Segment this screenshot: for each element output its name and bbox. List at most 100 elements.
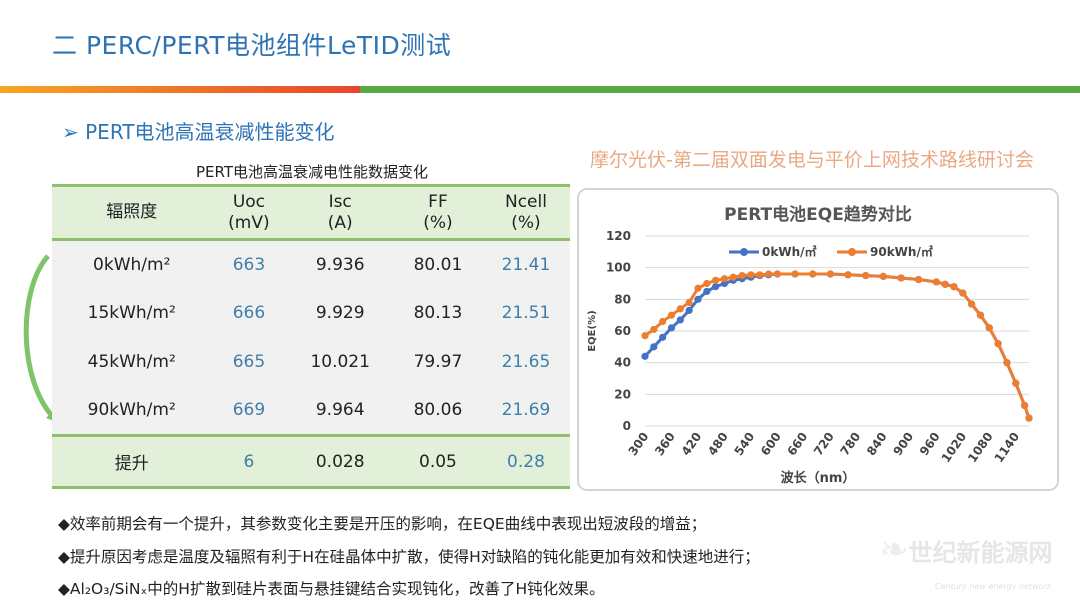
data-point xyxy=(756,271,764,279)
table-cell: 669 xyxy=(211,386,287,436)
table-cell: 0.028 xyxy=(286,434,394,489)
logo: ❧世纪新能源网 xyxy=(880,530,1053,570)
legend-marker xyxy=(848,248,856,256)
data-point xyxy=(694,284,702,292)
data-point xyxy=(764,270,773,278)
table-cell: 21.65 xyxy=(481,337,570,387)
x-tick-label: 900 xyxy=(890,430,916,459)
table-cell: 80.06 xyxy=(393,386,482,436)
bullet-text: 效率前期会有一个提升，其参数变化主要是开压的影响，在EQE曲线中表现出短波段的增… xyxy=(69,515,707,533)
data-point xyxy=(862,271,870,280)
data-point xyxy=(747,271,755,279)
table-cell: 45kWh/m² xyxy=(52,337,212,387)
data-point xyxy=(844,271,852,279)
x-tick-label: 840 xyxy=(864,430,890,459)
y-axis-label: EQE(%) xyxy=(587,310,598,351)
bullet-text: 提升原因考虑是温度及辐照有利于H在硅晶体中扩散，使得H对缺陷的钝化能更加有效和快… xyxy=(69,548,760,566)
data-point xyxy=(641,332,649,340)
x-axis-label: 波长（nm） xyxy=(781,470,856,486)
data-point xyxy=(950,283,958,291)
legend-label: 90kWh/㎡ xyxy=(870,244,933,259)
data-point xyxy=(1003,359,1011,367)
data-point xyxy=(703,279,711,288)
data-point xyxy=(712,276,720,284)
section-subtitle: ➢ PERT电池高温衰减性能变化 xyxy=(62,116,334,145)
data-point xyxy=(976,311,985,319)
table-cell: 0kWh/m² xyxy=(52,239,212,289)
x-tick-label: 360 xyxy=(652,430,678,459)
y-tick-label: 40 xyxy=(614,356,631,370)
data-point xyxy=(897,274,905,282)
data-point xyxy=(676,305,684,313)
logo-tagline: Century new energy network xyxy=(935,582,1052,591)
data-point xyxy=(667,311,676,319)
data-point xyxy=(703,287,711,296)
data-point xyxy=(685,298,693,307)
x-tick-label: 600 xyxy=(758,430,784,459)
table-row: 90kWh/m² 669 9.964 80.06 21.69 xyxy=(52,386,570,436)
column-header: Isc (A) xyxy=(286,184,394,241)
y-tick-label: 120 xyxy=(606,229,631,243)
data-point xyxy=(694,295,702,303)
eqe-chart-svg: PERT电池EQE趋势对比 0 20 40 60 80 100 120 300 360 420 480… xyxy=(587,204,1033,486)
legend-label: 0kWh/㎡ xyxy=(762,244,817,259)
table-cell: 10.021 xyxy=(286,337,394,387)
data-point xyxy=(985,324,993,332)
bullet-3: ◆Al₂O₃/SiNₓ中的H扩散到硅片表面与悬挂键结合实现钝化，改善了H钝化效果… xyxy=(58,580,605,598)
data-point xyxy=(720,275,729,283)
table-cell: 9.964 xyxy=(286,386,394,436)
data-point xyxy=(968,300,976,308)
y-tick-label: 100 xyxy=(606,261,631,275)
table-cell: 提升 xyxy=(52,434,212,489)
eqe-chart: PERT电池EQE趋势对比 0 20 40 60 80 100 120 300 360 420 480… xyxy=(577,188,1059,491)
table-cell: 21.69 xyxy=(481,386,570,436)
x-tick-label: 540 xyxy=(732,430,758,459)
table-row: 15kWh/m² 666 9.929 80.13 21.51 xyxy=(52,288,570,338)
data-point xyxy=(641,352,649,360)
data-point xyxy=(738,271,746,280)
data-point xyxy=(659,333,667,341)
data-point xyxy=(826,270,834,278)
table-row: 提升 6 0.028 0.05 0.28 xyxy=(52,434,570,489)
table-cell: 0.28 xyxy=(481,434,570,489)
x-tick-label: 960 xyxy=(917,430,943,459)
data-point xyxy=(1020,401,1029,410)
table-row: 0kWh/m² 663 9.936 80.01 21.41 xyxy=(52,239,570,289)
x-tick-label: 1020 xyxy=(939,430,970,465)
x-tick-label: 720 xyxy=(811,430,837,459)
chart-title: PERT电池EQE趋势对比 xyxy=(724,204,912,225)
y-tick-label: 60 xyxy=(614,324,631,338)
data-point xyxy=(915,275,923,284)
bullet-2: ◆提升原因考虑是温度及辐照有利于H在硅晶体中扩散，使得H对缺陷的钝化能更加有效和… xyxy=(58,548,760,566)
table-cell: 21.51 xyxy=(481,288,570,338)
x-tick-label: 780 xyxy=(837,430,863,459)
data-point xyxy=(1012,379,1020,387)
performance-table: 辐照度 Uoc (mV) Isc (A) FF (%) Ncell (%) 0kWh/m² 663… xyxy=(52,184,570,489)
table-row: 45kWh/m² 665 10.021 79.97 21.65 xyxy=(52,337,570,387)
table-cell: 79.97 xyxy=(393,337,482,387)
data-point xyxy=(941,280,949,288)
title-divider-left xyxy=(0,86,360,93)
data-point xyxy=(773,270,782,278)
table-cell: 80.01 xyxy=(393,239,482,289)
table-title: PERT电池高温衰减电性能数据变化 xyxy=(195,163,429,181)
table-cell: 21.41 xyxy=(481,239,570,289)
logo-name: 世纪新能源网 xyxy=(908,539,1053,567)
subtitle-text: PERT电池高温衰减性能变化 xyxy=(85,120,335,144)
data-point xyxy=(959,289,967,297)
data-point xyxy=(659,317,667,326)
y-tick-label: 80 xyxy=(614,292,631,306)
bullet-1: ◆效率前期会有一个提升，其参数变化主要是开压的影响，在EQE曲线中表现出短波段的… xyxy=(58,515,707,533)
data-point xyxy=(676,316,684,324)
table-cell: 665 xyxy=(211,337,287,387)
data-point xyxy=(994,340,1002,348)
table-cell: 9.936 xyxy=(286,239,394,289)
column-header: FF (%) xyxy=(393,184,482,241)
column-header: Ncell (%) xyxy=(481,184,570,241)
x-tick-label: 300 xyxy=(626,430,652,459)
data-point xyxy=(879,272,887,280)
x-tick-label: 1080 xyxy=(965,430,996,465)
table-cell: 666 xyxy=(211,288,287,338)
arrow-bullet-icon: ➢ xyxy=(62,120,79,144)
title-divider-right xyxy=(360,86,1080,93)
